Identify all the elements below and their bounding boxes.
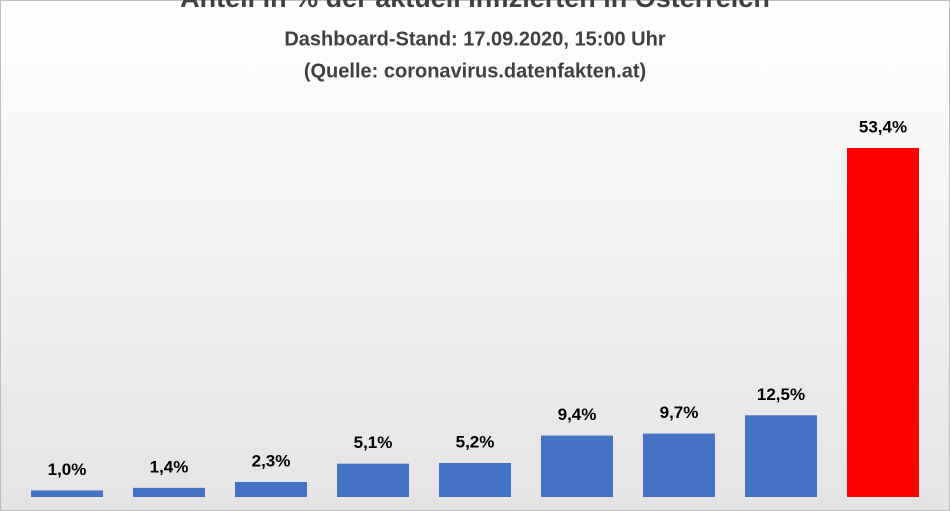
data-label: 9,7% bbox=[660, 403, 699, 422]
data-label: 1,0% bbox=[48, 460, 87, 479]
bar bbox=[745, 415, 817, 497]
data-label: 53,4% bbox=[859, 117, 907, 136]
bar bbox=[235, 481, 307, 497]
data-label: 2,3% bbox=[252, 451, 291, 470]
bar bbox=[337, 463, 409, 497]
bar bbox=[31, 490, 103, 497]
bar bbox=[847, 148, 919, 497]
bar bbox=[133, 487, 205, 497]
data-label: 12,5% bbox=[757, 385, 805, 404]
chart-subtitle: (Quelle: coronavirus.datenfakten.at) bbox=[304, 60, 646, 82]
data-label: 1,4% bbox=[150, 457, 189, 476]
data-label: 9,4% bbox=[558, 405, 597, 424]
data-label: 5,1% bbox=[354, 433, 393, 452]
data-label: 5,2% bbox=[456, 432, 495, 451]
bar bbox=[643, 433, 715, 497]
chart-subtitle: Dashboard-Stand: 17.09.2020, 15:00 Uhr bbox=[284, 28, 665, 50]
bar bbox=[541, 435, 613, 497]
bar bbox=[439, 463, 511, 497]
chart-title: Anteil in % der aktuell Infizierten in Ö… bbox=[180, 0, 770, 13]
